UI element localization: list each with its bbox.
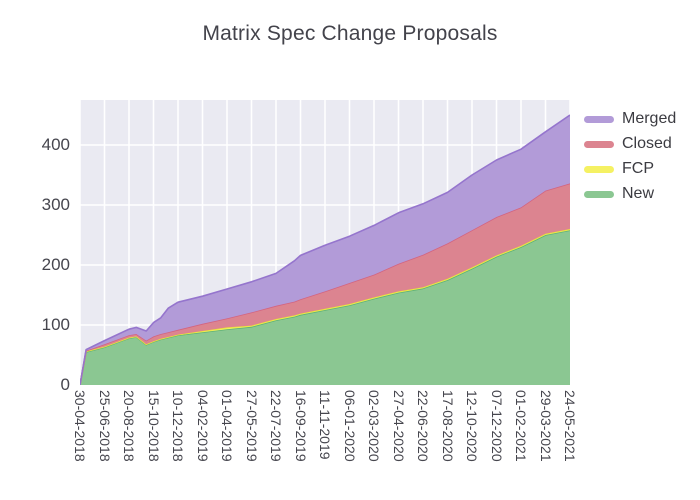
- x-tick-label: 17-08-2020: [439, 390, 456, 462]
- legend-swatch-icon: [584, 165, 614, 173]
- x-tick-label: 22-06-2020: [415, 390, 431, 462]
- legend-item-label: New: [622, 185, 655, 202]
- x-tick-label: 11-11-2019: [317, 390, 333, 460]
- x-tick-label: 15-10-2018: [145, 390, 162, 462]
- plot-area[interactable]: [80, 100, 570, 385]
- x-tick-label: 06-01-2020: [341, 390, 358, 462]
- y-tick-label: 100: [41, 315, 70, 334]
- x-tick-label: 27-05-2019: [243, 390, 260, 462]
- y-tick-label: 0: [60, 375, 70, 394]
- y-tick-label: 400: [41, 135, 70, 154]
- x-tick-label: 25-06-2018: [96, 390, 113, 462]
- area-line-merged: [80, 114, 570, 385]
- x-tick-label: 27-04-2020: [390, 390, 407, 462]
- legend-swatch-icon: [584, 140, 614, 148]
- y-tick-label: 200: [41, 255, 70, 274]
- y-tick-label: 300: [41, 195, 70, 214]
- x-tick-label: 10-12-2018: [170, 390, 186, 462]
- x-tick-label: 01-02-2021: [513, 390, 529, 462]
- x-tick-label: 20-08-2018: [121, 390, 137, 462]
- x-tick-label: 24-05-2021: [562, 390, 578, 462]
- legend-swatch-icon: [584, 190, 614, 198]
- x-tick-label: 04-02-2019: [194, 390, 211, 462]
- legend-item-label: Merged: [622, 110, 677, 127]
- x-tick-label: 12-10-2020: [464, 390, 480, 462]
- legend-item-merged[interactable]: Merged: [584, 110, 677, 127]
- legend-item-new[interactable]: New: [584, 185, 676, 202]
- x-tick-label: 30-04-2018: [72, 390, 88, 462]
- legend-item-label: FCP: [622, 160, 654, 177]
- x-tick-label: 16-09-2019: [292, 390, 309, 462]
- area-chart-svg: [80, 100, 570, 385]
- chart-title: Matrix Spec Change Proposals: [202, 22, 498, 45]
- legend-swatch-icon: [584, 115, 614, 123]
- x-tick-label: 01-04-2019: [219, 390, 235, 462]
- legend-item-label: Closed: [622, 135, 672, 152]
- x-tick-label: 02-03-2020: [366, 390, 382, 462]
- legend-item-fcp[interactable]: FCP: [584, 160, 676, 177]
- x-tick-label: 22-07-2019: [268, 390, 284, 462]
- x-tick-label: 29-03-2021: [537, 390, 554, 462]
- x-tick-label: 07-12-2020: [488, 390, 505, 462]
- legend-item-closed[interactable]: Closed: [584, 135, 676, 152]
- legend: Merged Closed FCP New: [584, 110, 677, 211]
- area-merged: [80, 115, 570, 385]
- area-new: [80, 230, 570, 385]
